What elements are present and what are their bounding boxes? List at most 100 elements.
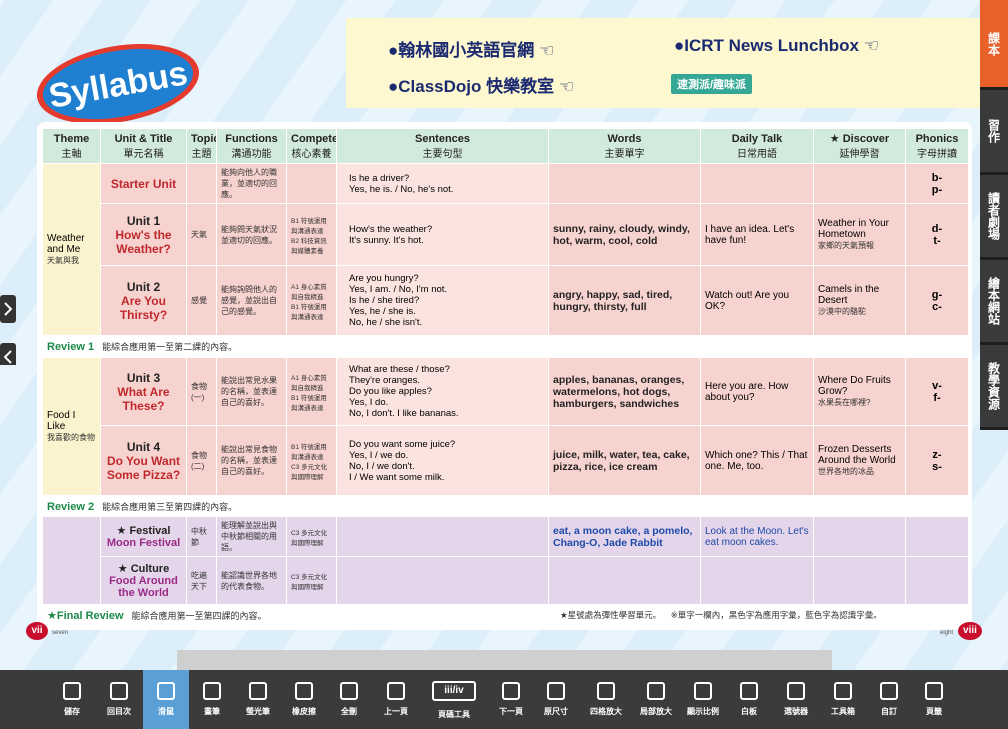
header-en: ★ Discover xyxy=(829,133,890,145)
unit-cell: ★ Culture Food Around the World xyxy=(100,556,187,605)
words-cell-text: juice, milk, water, tea, cake, pizza, ri… xyxy=(553,448,690,473)
tool-button[interactable]: 下一頁 xyxy=(488,670,534,729)
link[interactable]: ●ClassDojo 快樂教室 ☜ xyxy=(388,77,575,96)
tool-button[interactable]: iii/iv 頁碼工具 xyxy=(431,670,477,729)
link[interactable]: ●ICRT News Lunchbox ☜ xyxy=(674,36,879,55)
daily-cell-text: Watch out! Are you OK? xyxy=(705,289,790,312)
review-cell: Review 1 能綜合應用第一至第二課的內容。 xyxy=(42,335,969,358)
review-cell: Review 2 能綜合應用第三至第四課的內容。 xyxy=(42,495,969,517)
tool-button[interactable]: 局部放大 xyxy=(633,670,679,729)
competency-cell-text: B1 符號運用與溝通表達 C3 多元文化與國際理解 xyxy=(291,443,328,481)
functions-cell: 能認識世界各地的代表食物。 xyxy=(216,556,287,605)
tool-icon xyxy=(740,682,758,700)
side-tab[interactable]: 讀者劇場 xyxy=(980,175,1008,260)
tool-button[interactable]: 螢光筆 xyxy=(235,670,281,729)
tool-button[interactable]: 白板 xyxy=(726,670,772,729)
tool-button[interactable]: 原尺寸 xyxy=(533,670,579,729)
functions-cell-text: 能認識世界各地的代表食物。 xyxy=(221,570,277,591)
header-zh: 主要單字 xyxy=(604,148,645,160)
phonics-item: t- xyxy=(933,234,941,247)
tool-button[interactable]: 自訂 xyxy=(866,670,912,729)
syllabus-table: Theme 主軸 Unit & Title 單元名稱 Topic 主題 Functions 溝… xyxy=(42,128,969,627)
column-header: Topic 主題 xyxy=(186,128,217,164)
next-arrow[interactable] xyxy=(0,295,16,323)
sentence: Is he / she tired? xyxy=(349,295,420,306)
sentence: They're oranges. xyxy=(349,375,420,386)
unit-cell: Unit 3 What Are These? xyxy=(100,357,187,426)
discover-zh: 水果長在哪裡? xyxy=(818,398,871,407)
words-cell: eat, a moon cake, a pomelo, Chang-O, Jad… xyxy=(548,516,701,557)
tool-label: 顯示比例 xyxy=(687,707,719,716)
tool-label: 白板 xyxy=(741,707,757,716)
header-en: Sentences xyxy=(414,132,471,145)
words-cell: angry, happy, sad, tired, hungry, thirst… xyxy=(548,265,701,336)
words-cell-text: angry, happy, sad, tired, hungry, thirst… xyxy=(553,288,673,313)
competency-cell: C3 多元文化與國際理解 xyxy=(286,516,337,557)
unit-title: Are You Thirsty? xyxy=(119,293,168,322)
unit-label: Starter Unit xyxy=(110,176,177,191)
competency-cell: A1 身心素質與自我精進 B1 符號運用與溝通表達 xyxy=(286,265,337,336)
discover-zh: 沙漠中的駱駝 xyxy=(818,307,866,316)
header-zh: 字母拼讀 xyxy=(917,148,957,160)
tool-button[interactable]: 畫筆 xyxy=(189,670,235,729)
tool-button[interactable]: 選號器 xyxy=(773,670,819,729)
unit-label: Unit 3 xyxy=(126,370,161,385)
column-header: Theme 主軸 xyxy=(42,128,101,164)
tool-button[interactable]: 顯示比例 xyxy=(680,670,726,729)
sentences-cell: How's the weather? It's sunny. It's hot. xyxy=(336,203,549,266)
functions-cell: 能夠問天氣狀況並適切的回應。 xyxy=(216,203,287,266)
tool-button[interactable]: 橡皮擦 xyxy=(281,670,327,729)
tool-button[interactable]: 頁籤 xyxy=(911,670,957,729)
phonics-cell: g-c- xyxy=(905,265,969,336)
tool-icon xyxy=(547,682,565,700)
tool-label: 回目次 xyxy=(107,707,131,716)
side-tab[interactable]: 教學資源 xyxy=(980,345,1008,430)
discover-cell xyxy=(813,163,906,204)
daily-cell: Look at the Moon. Let's eat moon cakes. xyxy=(700,516,814,557)
discover-cell-text: Camels in the Desert xyxy=(818,284,880,306)
phonics-item: p- xyxy=(931,183,943,196)
tool-icon xyxy=(157,682,175,700)
competency-cell xyxy=(286,163,337,204)
unit-cell: Unit 2 Are You Thirsty? xyxy=(100,265,187,336)
competency-cell: B1 符號運用與溝通表達 C3 多元文化與國際理解 xyxy=(286,425,337,496)
header-zh: 核心素養 xyxy=(291,148,332,160)
tool-icon xyxy=(834,682,852,700)
topic-cell-text: 天氣 xyxy=(191,230,207,239)
discover-cell: Camels in the Desert 沙漠中的駱駝 xyxy=(813,265,906,336)
functions-cell-text: 能說出常見水果的名稱，並表達自己的喜好。 xyxy=(221,376,277,407)
phonics-item: g- xyxy=(931,288,943,301)
side-tab[interactable]: 繪本網站 xyxy=(980,260,1008,345)
badge[interactable]: 速測派/趣味派 xyxy=(671,74,753,94)
review-cell: ★Final Review 能綜合應用第一至第四課的內容。 xyxy=(42,604,969,627)
tool-button[interactable]: 滑鼠 xyxy=(143,670,189,729)
tool-label: 工具箱 xyxy=(831,707,855,716)
tool-icon xyxy=(502,682,520,700)
tool-button[interactable]: 工具箱 xyxy=(820,670,866,729)
sentence: Are you hungry? xyxy=(349,273,419,284)
tool-icon xyxy=(787,682,805,700)
words-cell: juice, milk, water, tea, cake, pizza, ri… xyxy=(548,425,701,496)
competency-cell-text: B1 符號運用與溝通表達 B2 科技資訊與媒體素養 xyxy=(291,217,327,255)
functions-cell-text: 能夠向他人的職業，並適切的回應。 xyxy=(221,168,277,199)
tool-button[interactable]: 回目次 xyxy=(96,670,142,729)
side-tab[interactable]: 課本 xyxy=(980,0,1008,90)
sentences-cell: Is he a driver? Yes, he is. / No, he's no… xyxy=(336,163,549,204)
functions-cell-text: 能夠詢問他人的感覺，並說出自己的感覺。 xyxy=(221,285,277,316)
header-zh: 主題 xyxy=(191,148,212,160)
tool-button[interactable]: 四格放大 xyxy=(583,670,629,729)
header-en: Phonics xyxy=(915,132,959,145)
header-zh: 單元名稱 xyxy=(123,148,164,160)
words-cell: apples, bananas, oranges, watermelons, h… xyxy=(548,357,701,426)
side-tab[interactable]: 習作 xyxy=(980,90,1008,175)
discover-cell xyxy=(813,516,906,557)
link[interactable]: ●翰林國小英語官網 ☜ xyxy=(388,41,555,60)
words-cell xyxy=(548,556,701,605)
tool-button[interactable]: 上一頁 xyxy=(373,670,419,729)
sentences-cell: Do you want some juice? Yes, I / we do. No… xyxy=(336,425,549,496)
tool-button[interactable]: 儲存 xyxy=(49,670,95,729)
tool-icon xyxy=(694,682,712,700)
tool-button[interactable]: 全刪 xyxy=(326,670,372,729)
words-cell: sunny, rainy, cloudy, windy, hot, warm, … xyxy=(548,203,701,266)
